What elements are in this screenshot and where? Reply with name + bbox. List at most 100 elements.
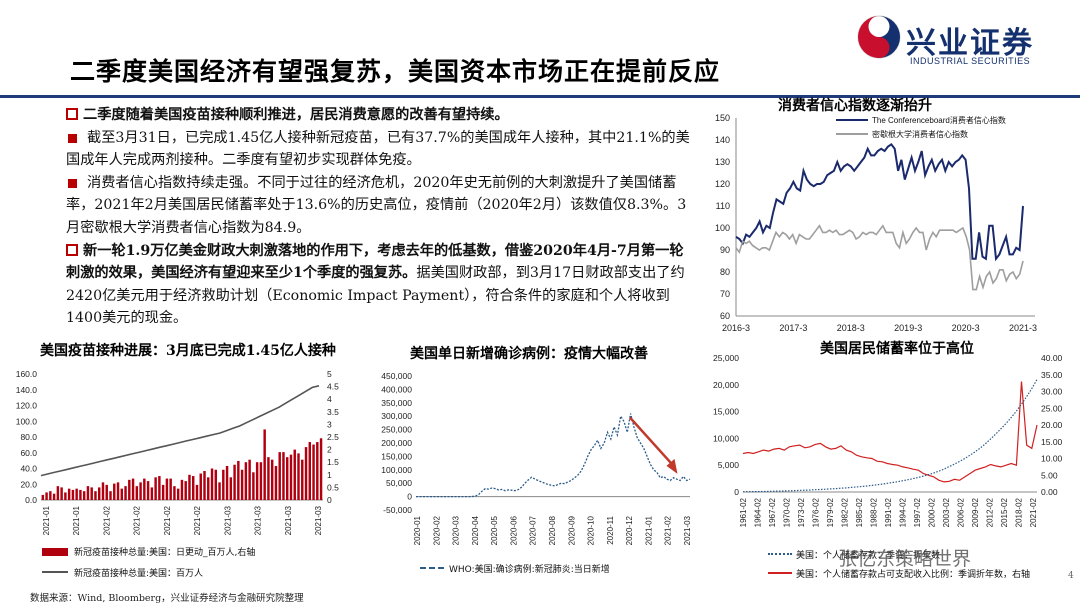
vaccine-bar (312, 444, 315, 500)
chart-daily-cases: -50,000 0 50,000 100,000 150,000 200,000 250,0… (381, 371, 692, 545)
hollow-square-bullet-icon (66, 108, 78, 120)
y-right-tick-label: 5.00 (1041, 470, 1058, 480)
y-right-tick-label: 1 (327, 470, 332, 480)
legend-swatch-red (768, 572, 792, 574)
y-right-tick-label: 0 (327, 495, 332, 505)
y-tick-label: 450,000 (381, 371, 412, 381)
hollow-square-bullet-icon (66, 243, 78, 256)
x-tick-label: 2016-3 (722, 323, 750, 333)
x-tick-label: 2021-02 (664, 515, 673, 545)
y-tick-label: 150,000 (381, 451, 412, 461)
company-logo-icon (857, 15, 901, 59)
vaccine-bar (146, 481, 150, 500)
y-tick-label: 60 (720, 311, 730, 321)
cases-line (416, 413, 691, 498)
x-tick-label: 2021-03 (223, 505, 232, 535)
vaccine-total-line (40, 385, 320, 477)
chart-savings-rate: 0 5,000 10,000 15,000 20,000 25,000 0.00 5.00 10… (713, 353, 1063, 527)
legend-swatch-dashed (420, 567, 444, 569)
y-left-tick-label: 60.0 (20, 448, 37, 458)
x-tick-label: 2021-02 (163, 505, 172, 535)
x-tick-label: 2020-05 (490, 515, 499, 545)
solid-square-bullet-icon (68, 178, 77, 188)
y-right-tick-label: 5 (327, 369, 332, 379)
vaccine-bar (75, 488, 78, 500)
vaccine-bar (229, 477, 233, 500)
x-tick-label: 2021-3 (1009, 323, 1037, 333)
x-tick-label: 1994-02 (899, 497, 908, 527)
vaccine-bar (244, 462, 248, 500)
x-tick-label: 2015-02 (1000, 497, 1009, 527)
vaccine-bar (101, 482, 105, 500)
x-tick-label: 1970-02 (783, 497, 792, 527)
vaccine-bar (82, 491, 86, 500)
body-text: 二季度随着美国疫苗接种顺利推进，居民消费意愿的改善有望持续。 截至3月31日，已… (66, 104, 696, 330)
x-tick-label: 1973-02 (797, 497, 806, 527)
bullet-point-1: 二季度随着美国疫苗接种顺利推进，居民消费意愿的改善有望持续。 (66, 104, 696, 127)
y-right-tick-label: 0.5 (327, 482, 339, 492)
y-right-tick-label: 40.00 (1041, 353, 1063, 363)
watermark-text: 张忆东策略世界 (838, 548, 972, 570)
y-right-tick-label: 10.00 (1041, 454, 1063, 464)
y-left-tick-label: 15,000 (713, 407, 739, 417)
y-left-tick-label: 160.0 (16, 369, 38, 379)
vaccine-bar (161, 484, 165, 500)
y-right-tick-label: 2.5 (327, 432, 339, 442)
y-tick-label: 140 (715, 135, 730, 145)
legend-cases: WHO:美国:确诊病例:新冠肺炎:当日新增 (420, 562, 610, 575)
vaccine-bar (169, 478, 172, 500)
y-tick-label: 300,000 (381, 411, 412, 421)
vaccine-bar (301, 459, 304, 500)
x-tick-label: 2020-06 (509, 515, 518, 545)
legend-label: 密歇根大学消费者信心指数 (872, 129, 968, 139)
vaccine-bar (154, 477, 157, 500)
y-tick-label: 100 (715, 223, 730, 233)
x-tick-label: 1991-02 (884, 497, 893, 527)
vaccine-bar (49, 491, 52, 500)
vaccine-bar (199, 473, 202, 500)
vaccine-bar (222, 469, 225, 500)
vaccine-bar (218, 482, 221, 500)
vaccine-bar (71, 489, 75, 500)
vaccine-bar (52, 493, 56, 500)
x-tick-label: 2012-02 (986, 497, 995, 527)
x-tick-label: 2020-09 (567, 515, 576, 545)
x-tick-label: 1964-02 (754, 497, 763, 527)
vaccine-bar (139, 482, 142, 500)
x-tick-label: 1985-02 (855, 497, 864, 527)
vaccine-bar (98, 487, 101, 500)
chart-consumer-confidence: 60 70 80 90 100 110 120 130 140 150 2016-3 2017-3 20… (715, 113, 1037, 333)
y-tick-label: 0 (407, 492, 412, 502)
vaccine-bar (297, 453, 300, 500)
vaccine-bar (176, 488, 180, 500)
vaccine-bar (192, 476, 195, 500)
legend-savings-deposit: 美国：个人储蓄存款：季调：折年数 (768, 548, 940, 561)
vaccine-bar (143, 478, 146, 500)
legend-label: The Conferenceboard消费者信心指数 (872, 115, 1006, 125)
vaccine-bar (120, 488, 124, 500)
chart-title-vaccine: 美国疫苗接种进展：3月底已完成1.45亿人接种 (40, 343, 336, 359)
savings-deposit-line (743, 379, 1038, 493)
y-left-tick-label: 140.0 (16, 385, 38, 395)
vaccine-bar (195, 484, 199, 500)
vaccine-bar (286, 457, 289, 500)
vaccine-bar (263, 429, 266, 500)
legend-swatch-dotted (768, 553, 792, 555)
y-left-tick-label: 0 (734, 487, 739, 497)
y-left-tick-label: 20,000 (713, 380, 739, 390)
vaccine-bar (188, 474, 191, 500)
bullet-point-3: 消费者信心指数持续走强。不同于过往的经济危机，2020年史无前例的大刺激提升了美… (66, 174, 687, 236)
vaccine-bar (150, 487, 154, 500)
y-tick-label: 100,000 (381, 465, 412, 475)
y-right-tick-label: 0.00 (1041, 487, 1058, 497)
vaccine-bar (64, 492, 67, 500)
x-tick-label: 2021-01 (644, 515, 653, 545)
y-left-tick-label: 80.0 (20, 432, 37, 442)
y-tick-label: 400,000 (381, 384, 412, 394)
x-tick-label: 2020-07 (529, 515, 538, 545)
x-tick-label: 2020-01 (413, 515, 422, 545)
y-right-tick-label: 35.00 (1041, 370, 1063, 380)
vaccine-bar (90, 487, 93, 500)
vaccine-bar (180, 479, 184, 500)
x-tick-label: 2019-3 (894, 323, 922, 333)
